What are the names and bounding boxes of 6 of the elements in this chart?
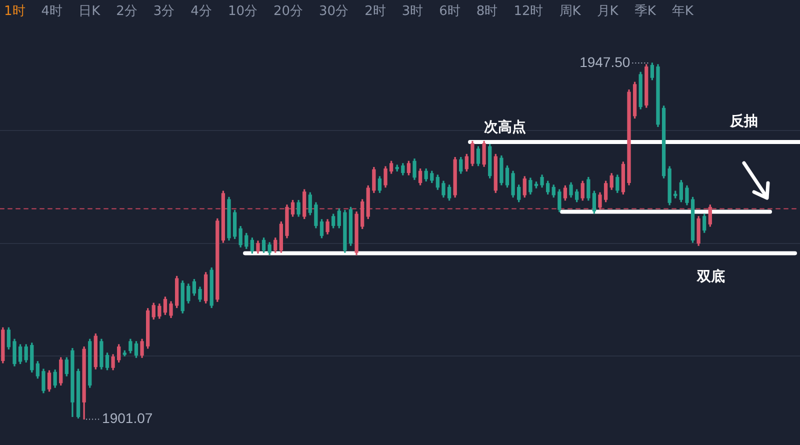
text: 反抽 — [729, 112, 758, 130]
text: 1时 4时 日K 2分 3分 4分 10分 20分 30分 2时 3时 6时 8时 12时 周K 月K 季K 年K — [4, 4, 694, 19]
annotation: 1901.07 — [102, 410, 153, 426]
annotation: 1947.50 — [580, 54, 630, 70]
ref-line-label: 双底 — [696, 268, 725, 285]
ref-line-label: 次高点 — [484, 118, 526, 136]
